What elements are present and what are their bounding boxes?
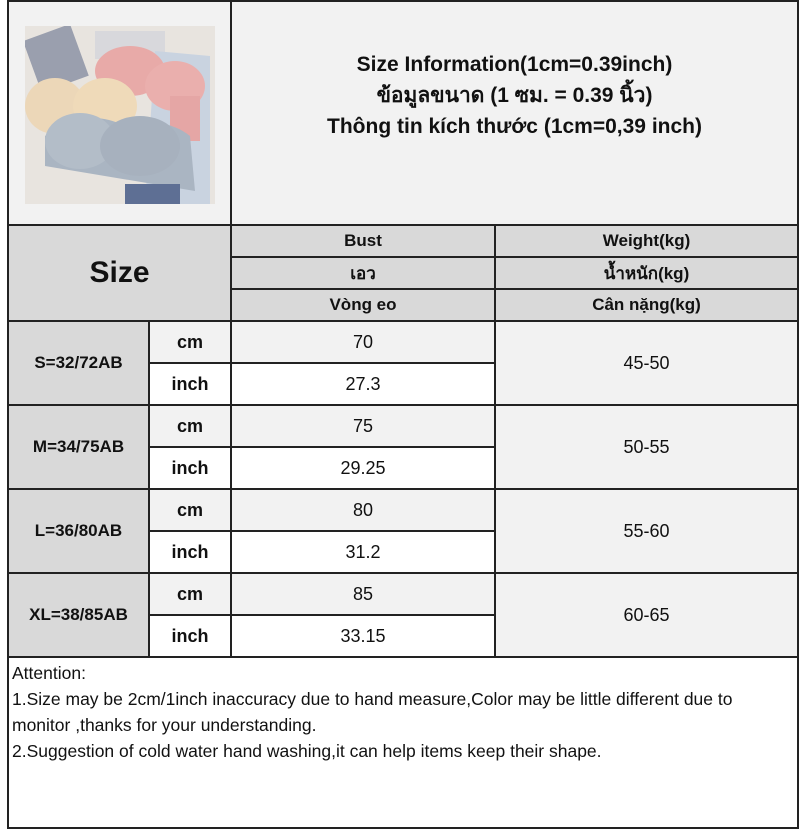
table-row: M=34/75AB cm 75 50-55	[7, 404, 800, 490]
table-row: L=36/80AB cm 80 55-60	[7, 488, 800, 574]
bust-cm: 80	[230, 488, 496, 532]
bust-inch: 31.2	[230, 530, 496, 574]
unit-inch: inch	[148, 614, 232, 658]
unit-inch: inch	[148, 530, 232, 574]
attention-title: Attention:	[12, 663, 86, 683]
size-label: L=36/80AB	[7, 488, 150, 574]
title-thai: ข้อมูลขนาด (1 ซม. = 0.39 นิ้ว)	[376, 83, 653, 107]
size-header: Size	[7, 224, 232, 322]
bust-cm: 70	[230, 320, 496, 364]
bust-header-vietnamese: Vòng eo	[230, 288, 496, 322]
unit-cm: cm	[148, 320, 232, 364]
weight-value: 45-50	[493, 320, 800, 406]
attention-notes: Attention: 1.Size may be 2cm/1inch inacc…	[6, 656, 800, 829]
attention-note: 1.Size may be 2cm/1inch inaccuracy due t…	[12, 689, 733, 735]
bust-header-thai: เอว	[230, 256, 496, 290]
unit-cm: cm	[148, 404, 232, 448]
product-photo-cell	[7, 0, 232, 226]
bust-inch: 33.15	[230, 614, 496, 658]
weight-value: 50-55	[493, 404, 800, 490]
size-label: XL=38/85AB	[7, 572, 150, 658]
size-chart-table: Size Information(1cm=0.39inch) ข้อมูลขนา…	[6, 0, 800, 829]
title-vietnamese: Thông tin kích thước (1cm=0,39 inch)	[327, 114, 702, 138]
bust-header: Bust	[230, 224, 496, 258]
weight-header-vietnamese: Cân nặng(kg)	[493, 288, 800, 322]
bust-cm: 85	[230, 572, 496, 616]
table-row: XL=38/85AB cm 85 60-65	[7, 572, 800, 658]
table-row: S=32/72AB cm 70 45-50	[7, 320, 800, 406]
size-information-title: Size Information(1cm=0.39inch) ข้อมูลขนา…	[229, 0, 800, 226]
weight-header: Weight(kg)	[493, 224, 800, 258]
weight-value: 60-65	[493, 572, 800, 658]
bust-cm: 75	[230, 404, 496, 448]
attention-note: 2.Suggestion of cold water hand washing,…	[12, 741, 602, 761]
weight-value: 55-60	[493, 488, 800, 574]
title-english: Size Information(1cm=0.39inch)	[356, 52, 673, 76]
unit-cm: cm	[148, 572, 232, 616]
size-label: M=34/75AB	[7, 404, 150, 490]
unit-inch: inch	[148, 446, 232, 490]
unit-cm: cm	[148, 488, 232, 532]
bust-inch: 27.3	[230, 362, 496, 406]
unit-inch: inch	[148, 362, 232, 406]
product-photo	[24, 26, 215, 204]
size-label: S=32/72AB	[7, 320, 150, 406]
bust-inch: 29.25	[230, 446, 496, 490]
weight-header-thai: น้ำหนัก(kg)	[493, 256, 800, 290]
